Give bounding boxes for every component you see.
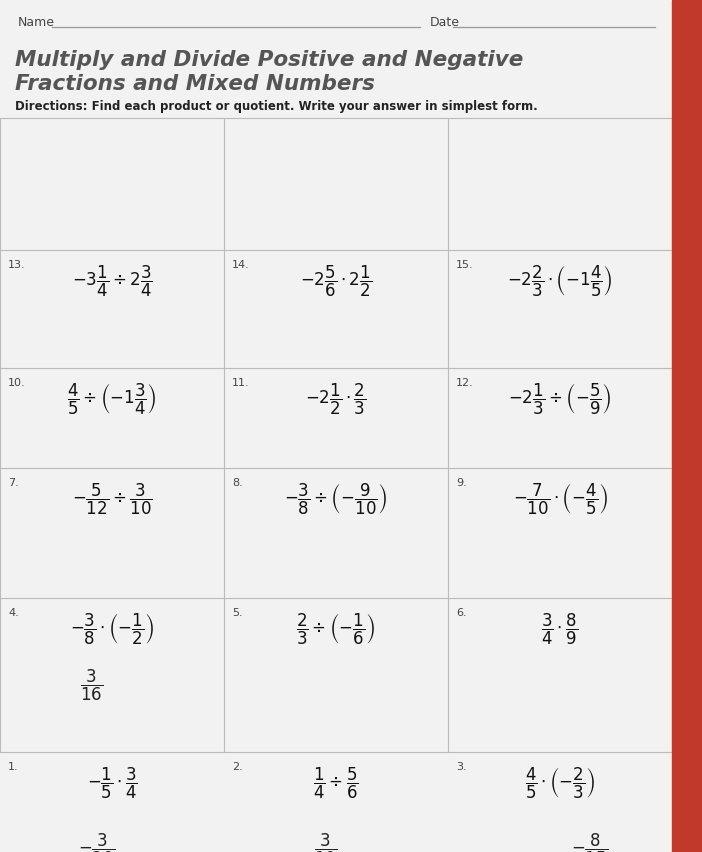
Text: 10.: 10. bbox=[8, 378, 26, 388]
Text: $-3\dfrac{1}{4} \div 2\dfrac{3}{4}$: $-3\dfrac{1}{4} \div 2\dfrac{3}{4}$ bbox=[72, 264, 152, 299]
Text: 9.: 9. bbox=[456, 478, 467, 488]
Text: Fractions and Mixed Numbers: Fractions and Mixed Numbers bbox=[15, 74, 375, 94]
Text: 5.: 5. bbox=[232, 608, 243, 618]
Text: $-\dfrac{3}{8} \div \left(-\dfrac{9}{10}\right)$: $-\dfrac{3}{8} \div \left(-\dfrac{9}{10}… bbox=[284, 482, 388, 517]
Bar bbox=[672, 0, 702, 852]
Text: 15.: 15. bbox=[456, 260, 474, 270]
Text: $\dfrac{4}{5} \div \left(-1\dfrac{3}{4}\right)$: $\dfrac{4}{5} \div \left(-1\dfrac{3}{4}\… bbox=[67, 382, 157, 417]
Text: 8.: 8. bbox=[232, 478, 243, 488]
Text: 3.: 3. bbox=[456, 762, 467, 772]
Text: 7.: 7. bbox=[8, 478, 19, 488]
Text: $-2\dfrac{1}{2} \cdot \dfrac{2}{3}$: $-2\dfrac{1}{2} \cdot \dfrac{2}{3}$ bbox=[305, 382, 366, 417]
Text: $\dfrac{1}{4} \div \dfrac{5}{6}$: $\dfrac{1}{4} \div \dfrac{5}{6}$ bbox=[313, 766, 359, 801]
Text: 13.: 13. bbox=[8, 260, 26, 270]
Text: $-\dfrac{3}{20}$: $-\dfrac{3}{20}$ bbox=[79, 832, 116, 852]
Text: $-\dfrac{5}{12} \div \dfrac{3}{10}$: $-\dfrac{5}{12} \div \dfrac{3}{10}$ bbox=[72, 482, 152, 517]
Text: $-\dfrac{3}{8} \cdot \left(-\dfrac{1}{2}\right)$: $-\dfrac{3}{8} \cdot \left(-\dfrac{1}{2}… bbox=[69, 612, 154, 648]
Text: $-\dfrac{1}{5} \cdot \dfrac{3}{4}$: $-\dfrac{1}{5} \cdot \dfrac{3}{4}$ bbox=[86, 766, 138, 801]
Text: 4.: 4. bbox=[8, 608, 19, 618]
Text: 11.: 11. bbox=[232, 378, 250, 388]
Text: Date: Date bbox=[430, 15, 460, 28]
Text: Multiply and Divide Positive and Negative: Multiply and Divide Positive and Negativ… bbox=[15, 50, 524, 70]
Text: Directions: Find each product or quotient. Write your answer in simplest form.: Directions: Find each product or quotien… bbox=[15, 100, 538, 113]
Text: $\dfrac{3}{16}$: $\dfrac{3}{16}$ bbox=[81, 668, 104, 703]
Text: Name: Name bbox=[18, 15, 55, 28]
Text: $-2\dfrac{1}{3} \div \left(-\dfrac{5}{9}\right)$: $-2\dfrac{1}{3} \div \left(-\dfrac{5}{9}… bbox=[508, 382, 611, 417]
Text: $\dfrac{3}{4} \cdot \dfrac{8}{9}$: $\dfrac{3}{4} \cdot \dfrac{8}{9}$ bbox=[541, 612, 578, 648]
Text: 12.: 12. bbox=[456, 378, 474, 388]
Text: $\dfrac{2}{3} \div \left(-\dfrac{1}{6}\right)$: $\dfrac{2}{3} \div \left(-\dfrac{1}{6}\r… bbox=[296, 612, 376, 648]
Text: 1.: 1. bbox=[8, 762, 19, 772]
Text: 14.: 14. bbox=[232, 260, 250, 270]
Text: $-2\dfrac{2}{3} \cdot \left(-1\dfrac{4}{5}\right)$: $-2\dfrac{2}{3} \cdot \left(-1\dfrac{4}{… bbox=[508, 264, 613, 299]
Text: $-\dfrac{8}{15}$: $-\dfrac{8}{15}$ bbox=[571, 832, 609, 852]
Text: 6.: 6. bbox=[456, 608, 467, 618]
Text: $-\dfrac{7}{10} \cdot \left(-\dfrac{4}{5}\right)$: $-\dfrac{7}{10} \cdot \left(-\dfrac{4}{5… bbox=[512, 482, 607, 517]
Text: 2.: 2. bbox=[232, 762, 243, 772]
Text: $\dfrac{4}{5} \cdot \left(-\dfrac{2}{3}\right)$: $\dfrac{4}{5} \cdot \left(-\dfrac{2}{3}\… bbox=[525, 766, 595, 801]
Text: $-2\dfrac{5}{6} \cdot 2\dfrac{1}{2}$: $-2\dfrac{5}{6} \cdot 2\dfrac{1}{2}$ bbox=[300, 264, 372, 299]
Text: $\dfrac{3}{10}$: $\dfrac{3}{10}$ bbox=[314, 832, 338, 852]
